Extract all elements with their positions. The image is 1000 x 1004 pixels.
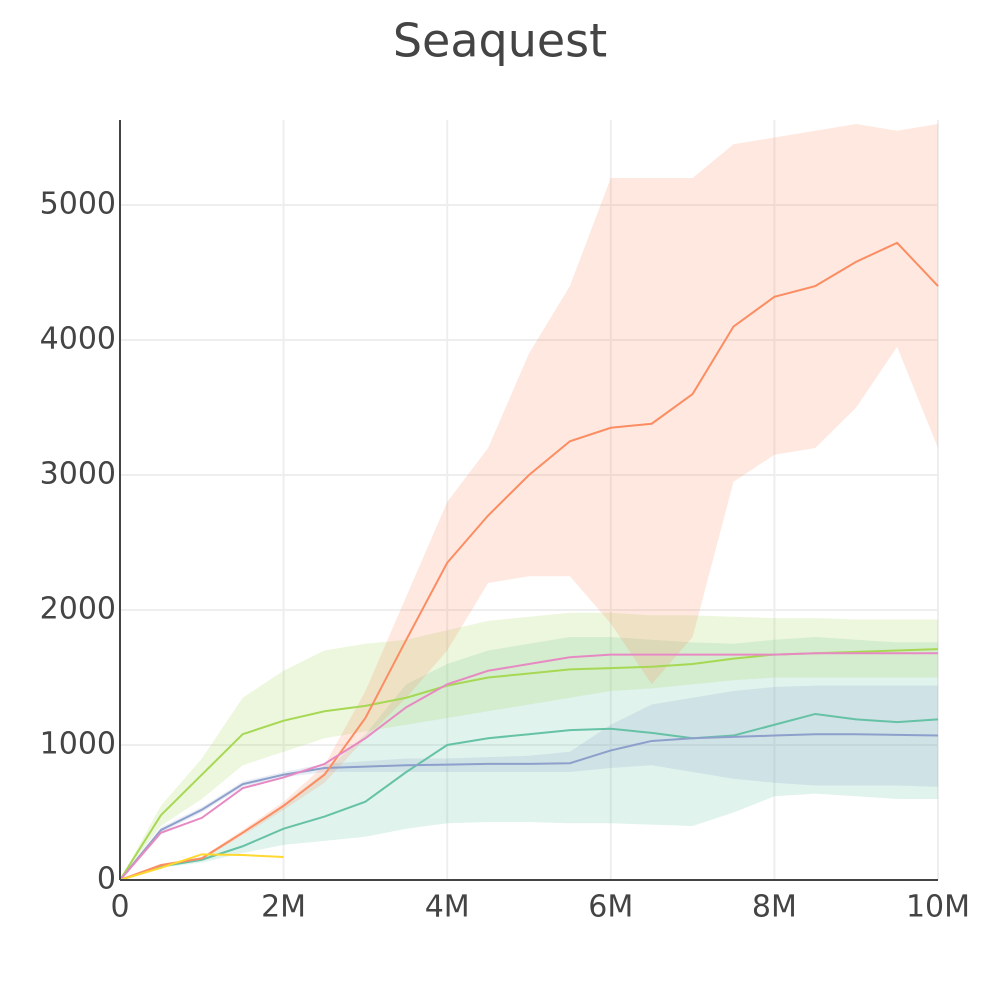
y-tick-label: 2000 [40, 592, 116, 627]
y-tick-label: 0 [97, 862, 116, 897]
line [119, 853, 284, 881]
x-tick-label: 4M [425, 890, 470, 925]
y-tick-label: 4000 [40, 322, 116, 357]
line [119, 712, 939, 881]
line [119, 652, 938, 881]
y-tick-label: 5000 [40, 187, 116, 222]
x-tick-label: 10M [906, 890, 970, 925]
band [120, 612, 938, 880]
band [120, 124, 938, 880]
x-tick-label: 8M [752, 890, 797, 925]
chart-title: Seaquest [393, 14, 607, 68]
x-tick-label: 0 [110, 890, 129, 925]
y-tick-label: 1000 [40, 727, 116, 762]
band [120, 637, 938, 880]
x-tick-label: 2M [261, 890, 306, 925]
x-tick-label: 6M [588, 890, 633, 925]
line [119, 733, 939, 881]
y-tick-label: 3000 [40, 457, 116, 492]
band [120, 685, 938, 880]
line [119, 241, 939, 881]
